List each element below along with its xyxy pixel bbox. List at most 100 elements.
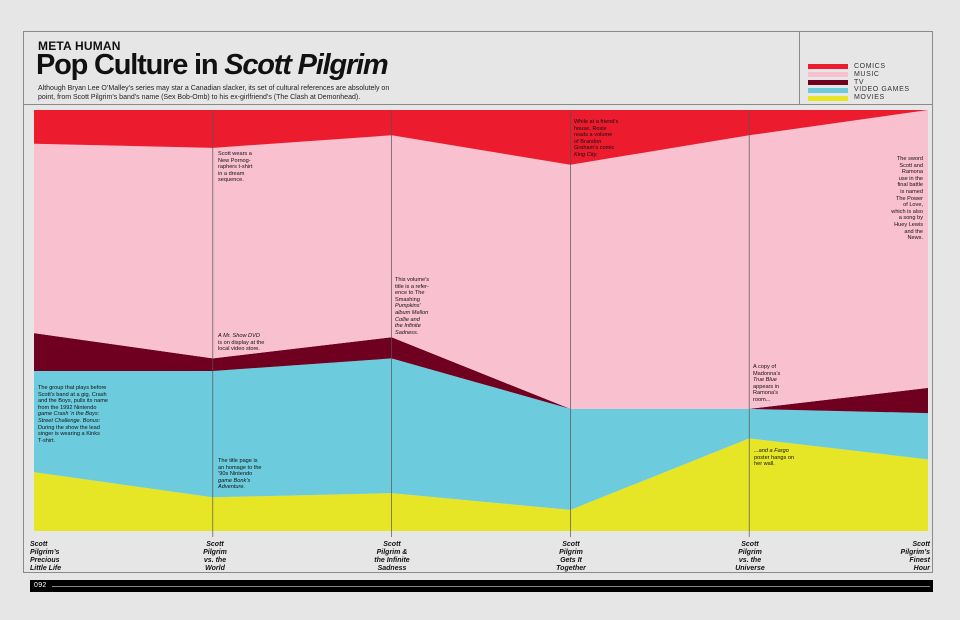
area-comics	[34, 110, 928, 165]
text-line: room...	[753, 396, 771, 403]
text-line: While at a friend’s	[574, 119, 619, 125]
x-label-2: Scott Pilgrim vs. the World	[185, 541, 245, 573]
text-line: which is also	[891, 208, 923, 215]
text-line: vs. the	[738, 557, 762, 564]
kicker: META HUMAN	[38, 39, 121, 53]
title-italic: Scott Pilgrim	[224, 49, 388, 81]
legend-label: COMICS	[854, 63, 886, 70]
text-line: final battle	[897, 182, 924, 189]
text-line: Adventure.	[218, 484, 246, 491]
text-line: Scott	[30, 541, 48, 548]
text-line: The title page is	[218, 458, 258, 464]
text-line: ’90s Nintendo	[218, 471, 253, 478]
annotation-true-blue: A copy of Madonna’s True Blue appears in Ram…	[753, 364, 813, 404]
text-line: ...and a Fargo	[754, 448, 789, 454]
legend-item-music: MUSIC	[808, 71, 910, 79]
text-line: of Brandon	[574, 138, 602, 145]
header-divider	[23, 104, 933, 105]
text-line: of Love,	[903, 202, 923, 209]
text-line: Scott wears a	[218, 151, 252, 157]
legend-label: VIDEO GAMES	[854, 86, 910, 94]
footer-rule	[52, 586, 930, 587]
text-line: Scott	[562, 541, 580, 548]
legend-swatch	[808, 95, 848, 101]
annotation-new-pornographers: Scott wears a New Pornog-raphers t-shirt i…	[218, 151, 288, 184]
legend-divider	[799, 31, 800, 105]
text-line: from the 1992 Nintendo	[38, 404, 97, 411]
annotation-king-city: While at a friend’s house, Roxie reads a v…	[574, 119, 644, 159]
text-line: Sadness	[377, 565, 407, 572]
text-line: Pilgrim’s	[30, 549, 60, 556]
text-line: Scott	[383, 541, 401, 548]
text-line: the Infinite	[395, 323, 421, 330]
text-line: Street Challenge. Bonus:	[38, 417, 101, 424]
text-line: appears in	[753, 383, 780, 390]
legend-label: MOVIES	[854, 94, 885, 102]
text-line: local video store.	[218, 346, 260, 353]
annotation-fargo: ...and a Fargo poster hangs on her wall.	[754, 448, 824, 468]
text-line: A Mr. Show DVD	[218, 333, 260, 339]
text-line: game Crash ’n the Boys:	[38, 411, 100, 418]
text-line: in a dream	[218, 170, 245, 177]
text-line: Pumpkins’	[395, 303, 421, 310]
text-line: This volume’s	[395, 277, 430, 283]
text-line: The sword	[896, 156, 923, 162]
text-line: New Pornog-	[218, 157, 251, 164]
page-number: 092	[34, 582, 47, 589]
text-line: house, Roxie	[574, 125, 607, 132]
text-line: Scott	[206, 541, 224, 548]
text-line: Pilgrim &	[376, 549, 408, 556]
x-label-3: Scott Pilgrim & the Infinite Sadness	[362, 541, 422, 573]
text-line: Gets It	[560, 557, 582, 564]
subtitle: Although Bryan Lee O’Malley’s series may…	[38, 85, 390, 101]
text-line: News.	[907, 235, 923, 242]
text-line: During the show the lead	[38, 424, 100, 431]
text-line: T-shirt.	[38, 437, 56, 444]
area-music	[34, 110, 928, 409]
text-line: sequence.	[218, 177, 244, 184]
text-line: is named	[900, 188, 923, 195]
text-line: reads a volume	[574, 132, 613, 139]
text-line: raphers t-shirt	[218, 164, 253, 171]
legend-swatch	[808, 87, 848, 93]
annotation-crash-and-the-boys: The group that plays before Scott’s band …	[38, 385, 163, 444]
text-line: Smashing	[395, 296, 420, 303]
text-line: World	[205, 565, 225, 572]
text-line: Finest	[909, 557, 930, 564]
text-line: Hour	[913, 565, 930, 572]
annotation-bonks-adventure: The title page is an homage to the ’90s Ni…	[218, 458, 288, 491]
text-line: Pilgrim	[203, 549, 227, 556]
text-line: Universe	[735, 565, 765, 572]
text-line: Scott	[741, 541, 759, 548]
area-video-games	[34, 358, 928, 510]
annotation-mr-show: A Mr. Show DVD is on display at the local …	[218, 333, 303, 353]
text-line: Precious	[30, 557, 60, 564]
area-tv	[34, 333, 928, 414]
text-line: Scott	[912, 541, 931, 548]
legend-label: MUSIC	[854, 70, 880, 78]
legend-item-movies: MOVIES	[808, 94, 910, 102]
text-line: Pilgrim’s	[900, 549, 930, 556]
text-line: the Infinite	[374, 557, 410, 564]
x-label-5: Scott Pilgrim vs. the Universe	[720, 541, 780, 573]
x-label-4: Scott Pilgrim Gets It Together	[541, 541, 601, 573]
text-line: Sadness.	[395, 329, 419, 336]
x-label-6: Scott Pilgrim’s Finest Hour	[870, 541, 930, 573]
text-line: Scott and	[899, 162, 923, 169]
legend-item-video-games: VIDEO GAMES	[808, 86, 910, 94]
text-line: Ramona	[901, 169, 923, 176]
page-frame	[23, 31, 933, 573]
legend-swatch	[808, 64, 848, 70]
text-line: an homage to the	[218, 464, 262, 471]
legend-label: TV	[854, 78, 865, 86]
text-line: title is a refer-	[395, 283, 429, 290]
text-line: vs. the	[203, 557, 227, 564]
text-line: Together	[556, 565, 586, 572]
area-movies	[34, 438, 928, 531]
text-line: a song by	[898, 215, 923, 222]
text-line: her wall.	[754, 461, 775, 468]
text-line: Scott’s band at a gig, Crash	[38, 391, 107, 398]
title-plain: Pop Culture in	[36, 49, 225, 81]
text-line: poster hangs on	[754, 454, 795, 461]
